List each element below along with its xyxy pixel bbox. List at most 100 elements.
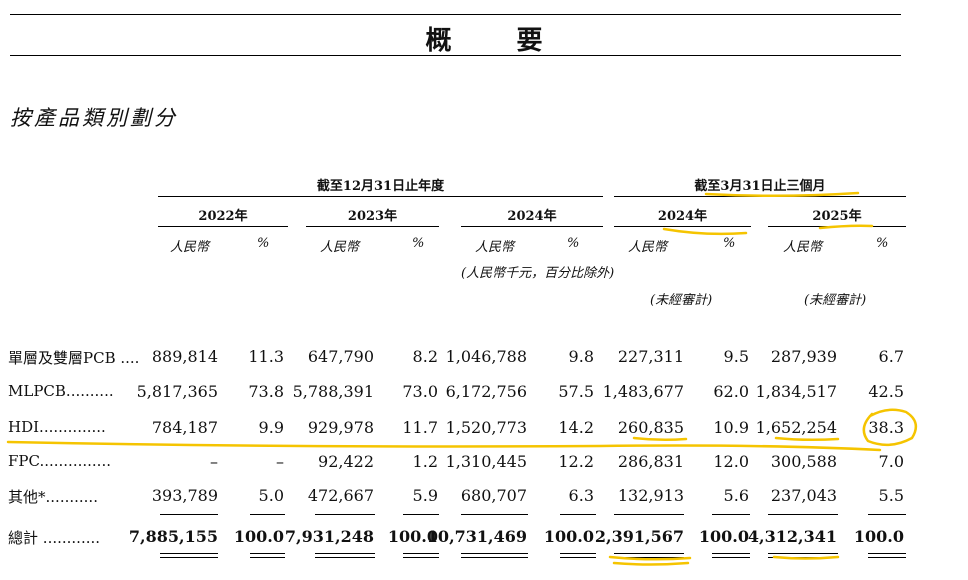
total-cell-2024-pct: 100.0 xyxy=(543,527,594,546)
highlight-underline-1652254 xyxy=(774,436,840,442)
row-label-fpc: FPC............... xyxy=(8,452,111,470)
cell-2025q-rmb: 287,939 xyxy=(770,347,837,366)
cell-2024-pct: 14.2 xyxy=(558,418,594,437)
cell-2024-pct: 9.8 xyxy=(568,347,594,366)
total-rule xyxy=(712,514,750,515)
year-rule-2024 xyxy=(461,226,603,227)
year-header-2022: 2022年 xyxy=(198,209,248,224)
cell-2022-pct: 11.3 xyxy=(248,347,284,366)
cell-2022-pct: – xyxy=(276,452,284,471)
cell-2025q-pct: 38.3 xyxy=(868,418,904,437)
fy-group-rule xyxy=(158,196,603,197)
highlight-underline-2391567-a xyxy=(608,555,692,561)
total-rule xyxy=(315,514,375,515)
total-cell-2022-rmb: 7,885,155 xyxy=(128,527,218,546)
year-header-2025-q: 2025年 xyxy=(812,209,862,224)
total-rule xyxy=(868,514,906,515)
rmb-header-2025-q: 人民幣 xyxy=(783,240,823,255)
cell-2024q-rmb: 260,835 xyxy=(617,418,684,437)
cell-2024q-pct: 62.0 xyxy=(713,382,749,401)
year-rule-2023 xyxy=(306,226,439,227)
cell-2023-rmb: 472,667 xyxy=(307,486,374,505)
cell-2025q-pct: 7.0 xyxy=(878,452,904,471)
cell-2023-rmb: 5,788,391 xyxy=(292,382,374,401)
cell-2024-pct: 57.5 xyxy=(558,382,594,401)
cell-2023-pct: 1.2 xyxy=(412,452,438,471)
highlight-underline-q-group xyxy=(704,191,860,198)
cell-2022-rmb: 784,187 xyxy=(151,418,218,437)
total-double-rule xyxy=(868,553,906,558)
year-rule-2022 xyxy=(158,226,288,227)
cell-2024q-pct: 10.9 xyxy=(713,418,749,437)
total-cell-2024q-rmb: 2,391,567 xyxy=(594,527,684,546)
total-double-rule xyxy=(160,553,218,558)
highlight-underline-260835 xyxy=(632,436,688,442)
rmb-header-2022: 人民幣 xyxy=(170,240,210,255)
cell-2023-rmb: 647,790 xyxy=(307,347,374,366)
highlight-underline-2024-q xyxy=(662,227,748,236)
row-label-other: 其他*........... xyxy=(8,488,98,506)
page-title: 概 要 xyxy=(425,26,571,56)
cell-2024-rmb: 1,046,788 xyxy=(445,347,527,366)
total-double-rule xyxy=(614,553,684,558)
total-cell-2025q-rmb: 4,312,341 xyxy=(747,527,837,546)
total-cell-2023-pct: 100.0 xyxy=(387,527,438,546)
section-title: 按產品類別劃分 xyxy=(10,106,178,130)
total-rule xyxy=(461,514,528,515)
row-label-mlpcb: MLPCB.......... xyxy=(8,382,114,400)
year-header-2024: 2024年 xyxy=(507,209,557,224)
cell-2023-pct: 8.2 xyxy=(412,347,438,366)
title-rule-top xyxy=(10,14,901,15)
cell-2025q-rmb: 300,588 xyxy=(770,452,837,471)
cell-2024q-rmb: 286,831 xyxy=(617,452,684,471)
cell-2022-rmb: 5,817,365 xyxy=(136,382,218,401)
unit-note: (人民幣千元，百分比除外) xyxy=(461,266,615,281)
title-rule-bottom xyxy=(10,55,901,56)
q-group-header: 截至3月31日止三個月 xyxy=(694,179,826,194)
total-cell-2024-rmb: 10,731,469 xyxy=(426,527,527,546)
cell-2025q-pct: 42.5 xyxy=(868,382,904,401)
cell-2025q-rmb: 1,834,517 xyxy=(755,382,837,401)
cell-2022-rmb: – xyxy=(210,452,218,471)
cell-2024q-pct: 12.0 xyxy=(713,452,749,471)
total-rule xyxy=(403,514,439,515)
cell-2023-rmb: 929,978 xyxy=(307,418,374,437)
unaudited-note-2025: (未經審計) xyxy=(804,293,867,308)
unaudited-note-2024: (未經審計) xyxy=(650,293,713,308)
total-double-rule xyxy=(560,553,596,558)
row-label-single-double-pcb: 單層及雙層PCB .... xyxy=(8,349,140,367)
fy-group-header: 截至12月31日止年度 xyxy=(316,179,445,194)
cell-2024q-rmb: 132,913 xyxy=(617,486,684,505)
total-double-rule xyxy=(315,553,375,558)
highlight-underline-2025-q xyxy=(818,224,874,230)
cell-2025q-pct: 5.5 xyxy=(878,486,904,505)
row-label-total: 總計 ............ xyxy=(8,529,101,547)
cell-2024-rmb: 6,172,756 xyxy=(445,382,527,401)
year-rule-2024-q xyxy=(614,226,751,227)
row-label-hdi: HDI.............. xyxy=(8,418,106,436)
total-cell-2024q-pct: 100.0 xyxy=(698,527,749,546)
total-cell-2023-rmb: 7,931,248 xyxy=(284,527,374,546)
cell-2022-rmb: 393,789 xyxy=(151,486,218,505)
total-double-rule xyxy=(712,553,750,558)
cell-2023-pct: 73.0 xyxy=(402,382,438,401)
cell-2023-pct: 5.9 xyxy=(412,486,438,505)
cell-2024-pct: 12.2 xyxy=(558,452,594,471)
total-cell-2025q-pct: 100.0 xyxy=(853,527,904,546)
total-double-rule xyxy=(403,553,439,558)
year-header-2023: 2023年 xyxy=(347,209,398,224)
total-double-rule xyxy=(461,553,528,558)
year-header-2024-q: 2024年 xyxy=(657,209,708,224)
cell-2024q-pct: 9.5 xyxy=(723,347,749,366)
cell-2025q-rmb: 237,043 xyxy=(770,486,837,505)
total-rule xyxy=(160,514,218,515)
cell-2024q-rmb: 227,311 xyxy=(617,347,684,366)
cell-2025q-rmb: 1,652,254 xyxy=(755,418,837,437)
total-double-rule xyxy=(250,553,285,558)
cell-2024-pct: 6.3 xyxy=(568,486,594,505)
highlight-underline-4312341 xyxy=(772,555,840,560)
pct-header-2025-q: % xyxy=(876,236,889,251)
cell-2023-rmb: 92,422 xyxy=(318,452,374,471)
rmb-header-2024-q: 人民幣 xyxy=(628,240,668,255)
